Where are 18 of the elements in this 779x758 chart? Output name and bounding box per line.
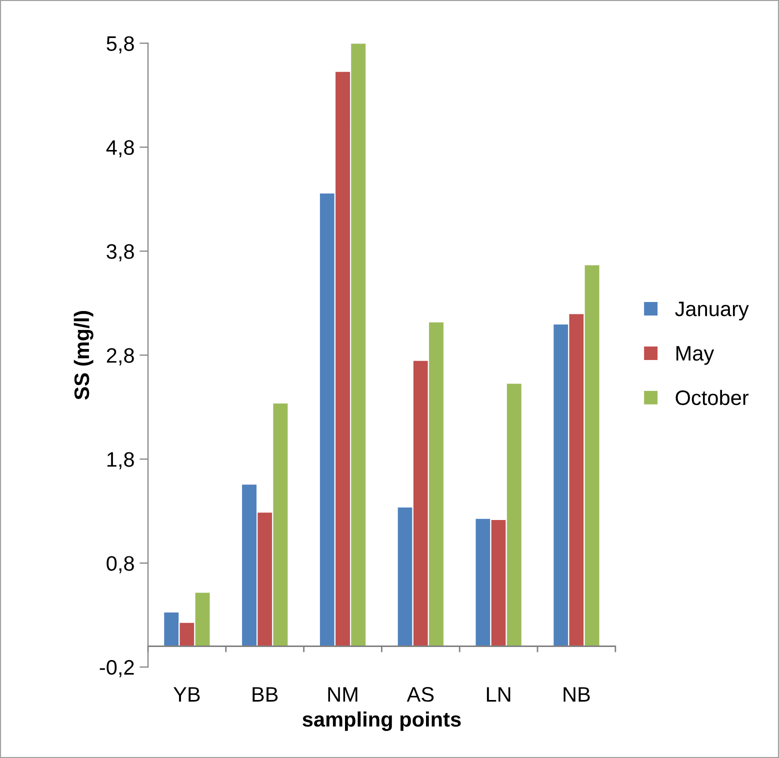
y-tick-label: 5,8	[106, 36, 134, 54]
x-tick-label: LN	[486, 687, 510, 702]
x-axis-title: sampling points	[302, 711, 461, 731]
y-tick-label: 1,8	[107, 452, 134, 470]
legend-label: January	[675, 302, 749, 320]
y-tick-label: 4,8	[106, 140, 134, 158]
legend-label: October	[676, 390, 749, 406]
y-tick-label: -0,2	[100, 660, 134, 678]
x-tick-label: NB	[564, 687, 590, 702]
x-tick-label: NM	[328, 687, 358, 702]
y-tick-label: 2,8	[106, 348, 134, 366]
y-tick-label: 0,8	[106, 556, 134, 574]
legend-label: May	[676, 346, 714, 365]
x-tick-label: YB	[174, 687, 200, 702]
y-tick-label: 3,8	[106, 244, 134, 262]
x-tick-label: AS	[406, 687, 434, 702]
y-axis-title: SS (mg/l)	[74, 311, 94, 400]
x-tick-label: BB	[252, 687, 278, 702]
